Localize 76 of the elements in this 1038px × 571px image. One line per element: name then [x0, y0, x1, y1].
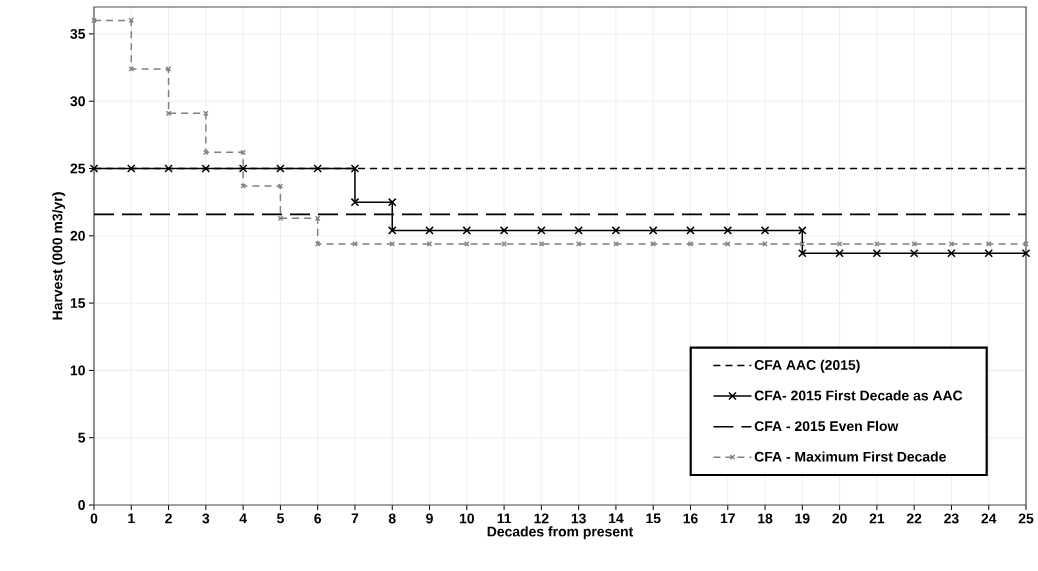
x-tick-label: 3	[202, 513, 210, 524]
point	[313, 164, 322, 173]
y-tick-label: 0	[78, 500, 85, 510]
y-tick-label: 20	[70, 230, 85, 241]
point	[201, 164, 211, 173]
y-tick-label: 15	[70, 298, 86, 308]
x-tick-label: 10	[459, 513, 474, 524]
point	[984, 249, 994, 258]
point	[501, 241, 507, 247]
x-tick-label: 19	[795, 513, 810, 524]
point	[352, 241, 358, 247]
y-tick-label: 25	[70, 163, 86, 174]
point	[1023, 241, 1029, 247]
legend-label: CFA AAC (2015)	[754, 359, 860, 373]
y-tick-label: 35	[70, 28, 86, 39]
x-tick-label: 0	[90, 513, 98, 524]
x-tick-label: 14	[609, 513, 624, 524]
y-tick-label: 10	[70, 365, 85, 376]
point	[276, 164, 285, 173]
point	[462, 226, 472, 235]
x-tick-label: 2	[165, 513, 172, 524]
point	[909, 249, 919, 258]
point	[127, 164, 136, 173]
point	[686, 226, 695, 235]
point	[238, 164, 248, 173]
x-tick-label: 7	[351, 513, 359, 524]
y-tick-label: 30	[70, 96, 85, 107]
x-tick-label: 16	[683, 513, 698, 524]
point	[798, 249, 807, 258]
x-tick-label: 9	[426, 513, 433, 524]
point	[537, 226, 546, 235]
point	[387, 226, 397, 235]
x-tick-label: 24	[981, 513, 997, 524]
point	[387, 197, 397, 207]
x-tick-label: 20	[832, 513, 847, 524]
x-tick-label: 21	[869, 513, 885, 524]
y-tick-label: 5	[78, 432, 86, 443]
x-tick-label: 18	[758, 513, 773, 524]
point	[350, 197, 360, 207]
point	[872, 249, 882, 258]
x-tick-label: 23	[944, 513, 959, 524]
point	[165, 110, 172, 117]
point	[762, 241, 768, 247]
x-tick-label: 15	[646, 513, 661, 524]
point	[613, 241, 619, 247]
point	[611, 226, 621, 235]
x-tick-label: 6	[314, 513, 322, 524]
point	[89, 164, 99, 173]
point	[240, 183, 246, 189]
point	[164, 164, 173, 173]
legend-label: CFA- 2015 First Decade as AAC	[754, 390, 963, 401]
legend-label: CFA - 2015 Even Flow	[754, 420, 899, 432]
point	[947, 249, 956, 258]
y-axis-title: Harvest (000 m3/yr)	[52, 192, 66, 320]
point	[1021, 249, 1031, 258]
x-tick-label: 8	[388, 513, 396, 524]
x-tick-label: 4	[239, 513, 247, 524]
point	[648, 226, 658, 235]
point	[835, 249, 844, 258]
x-tick-label: 11	[497, 513, 512, 524]
x-tick-label: 12	[534, 513, 549, 524]
point	[499, 226, 509, 235]
point	[760, 226, 770, 235]
x-tick-label: 13	[571, 513, 586, 524]
point	[574, 226, 583, 235]
x-tick-label: 25	[1018, 513, 1034, 524]
x-tick-label: 1	[128, 513, 135, 524]
x-tick-label: 22	[906, 513, 922, 524]
point	[350, 164, 360, 173]
x-tick-label: 17	[720, 513, 735, 524]
point	[723, 226, 733, 235]
legend-label: CFA - Maximum First Decade	[754, 451, 946, 462]
x-axis-title: Decades from present	[487, 526, 634, 540]
x-tick-label: 5	[276, 513, 284, 524]
point	[798, 226, 807, 235]
point	[425, 226, 434, 235]
